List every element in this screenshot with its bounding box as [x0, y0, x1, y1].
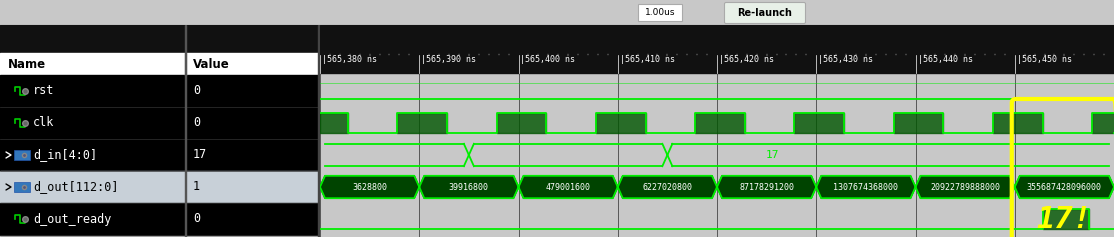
Text: 17!: 17! — [1037, 205, 1092, 233]
Polygon shape — [717, 176, 817, 198]
Text: 3628800: 3628800 — [352, 182, 388, 191]
Text: 17: 17 — [193, 149, 207, 161]
Bar — [14, 150, 30, 160]
FancyBboxPatch shape — [724, 3, 805, 23]
Text: 6227020800: 6227020800 — [643, 182, 693, 191]
Text: |565,450 ns: |565,450 ns — [1017, 55, 1072, 64]
Bar — [0, 107, 320, 139]
Polygon shape — [618, 176, 717, 198]
Text: d_in[4:0]: d_in[4:0] — [33, 149, 97, 161]
Bar — [638, 4, 682, 21]
Bar — [320, 25, 1114, 53]
Text: 0: 0 — [193, 85, 201, 97]
Text: 39916800: 39916800 — [449, 182, 489, 191]
Text: 1: 1 — [193, 181, 201, 193]
Polygon shape — [518, 176, 618, 198]
Polygon shape — [916, 176, 1015, 198]
Text: clk: clk — [33, 117, 55, 129]
Text: |565,390 ns: |565,390 ns — [421, 55, 477, 64]
Text: 20922789888000: 20922789888000 — [930, 182, 1000, 191]
Text: rst: rst — [33, 85, 55, 97]
Bar — [0, 203, 320, 235]
Text: 87178291200: 87178291200 — [739, 182, 794, 191]
Polygon shape — [320, 176, 419, 198]
Bar — [320, 31, 1114, 73]
Text: 355687428096000: 355687428096000 — [1027, 182, 1102, 191]
Bar — [0, 139, 320, 171]
Text: 1307674368000: 1307674368000 — [833, 182, 898, 191]
Text: |565,430 ns: |565,430 ns — [819, 55, 873, 64]
Polygon shape — [419, 176, 518, 198]
Bar — [0, 53, 320, 75]
Text: Name: Name — [8, 58, 46, 70]
Text: d_out[112:0]: d_out[112:0] — [33, 181, 118, 193]
Polygon shape — [817, 176, 916, 198]
Text: |565,410 ns: |565,410 ns — [619, 55, 675, 64]
Polygon shape — [1015, 176, 1114, 198]
Text: 1.00us: 1.00us — [645, 8, 675, 17]
Text: |565,400 ns: |565,400 ns — [520, 55, 576, 64]
Text: 17: 17 — [765, 150, 780, 160]
Bar — [0, 75, 320, 107]
Bar — [14, 182, 30, 192]
Text: Re-launch: Re-launch — [737, 8, 792, 18]
Text: |565,420 ns: |565,420 ns — [719, 55, 774, 64]
Bar — [317, 25, 320, 237]
Bar — [0, 25, 320, 53]
Text: Value: Value — [193, 58, 229, 70]
Text: |565,440 ns: |565,440 ns — [918, 55, 973, 64]
Text: 0: 0 — [193, 117, 201, 129]
Text: |565,380 ns: |565,380 ns — [322, 55, 377, 64]
Text: 479001600: 479001600 — [546, 182, 590, 191]
Bar — [0, 171, 320, 203]
Text: 0: 0 — [193, 213, 201, 225]
Text: d_out_ready: d_out_ready — [33, 213, 111, 225]
